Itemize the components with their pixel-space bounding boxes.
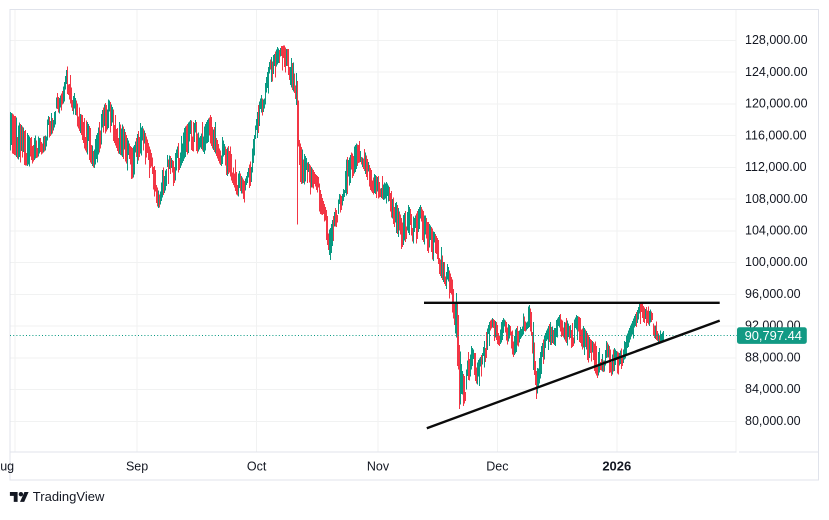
svg-text:80,000.00: 80,000.00 [745, 414, 801, 428]
svg-text:124,000.00: 124,000.00 [745, 65, 808, 79]
svg-text:100,000.00: 100,000.00 [745, 255, 808, 269]
svg-text:Sep: Sep [126, 460, 148, 474]
svg-text:Aug: Aug [0, 460, 14, 474]
svg-text:112,000.00: 112,000.00 [745, 160, 807, 174]
svg-text:Oct: Oct [247, 460, 267, 474]
svg-text:104,000.00: 104,000.00 [745, 224, 808, 238]
svg-text:120,000.00: 120,000.00 [745, 97, 808, 111]
svg-text:Nov: Nov [367, 460, 390, 474]
svg-text:116,000.00: 116,000.00 [745, 128, 807, 142]
svg-text:90,797.44: 90,797.44 [745, 328, 802, 343]
svg-text:108,000.00: 108,000.00 [745, 192, 808, 206]
svg-text:96,000.00: 96,000.00 [745, 287, 801, 301]
svg-text:2026: 2026 [602, 459, 631, 474]
svg-text:Dec: Dec [486, 460, 508, 474]
svg-text:84,000.00: 84,000.00 [745, 382, 801, 396]
svg-text:TradingView: TradingView [33, 489, 105, 504]
svg-text:88,000.00: 88,000.00 [745, 350, 801, 364]
svg-text:128,000.00: 128,000.00 [745, 33, 808, 47]
